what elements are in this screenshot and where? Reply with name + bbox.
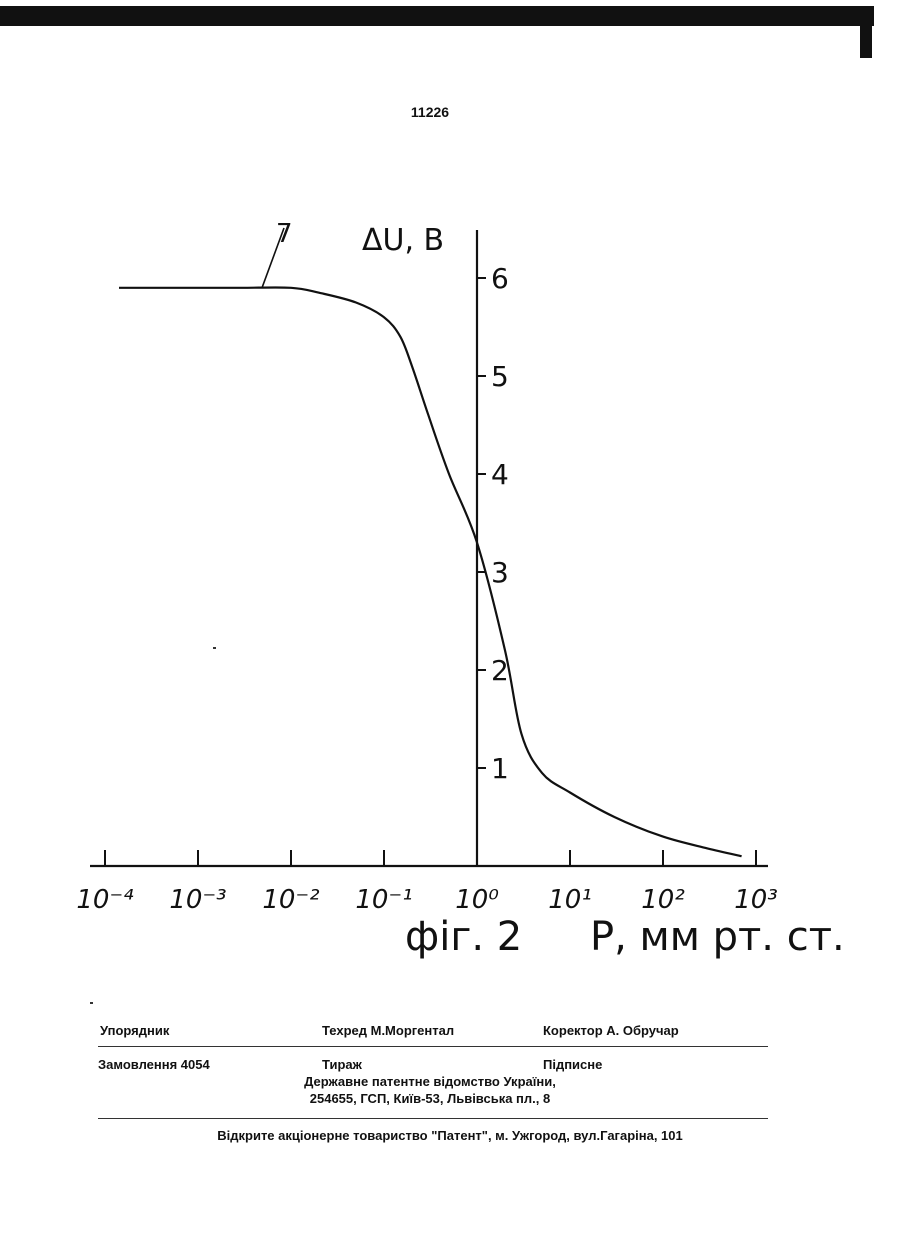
pressure-voltage-chart: 10⁻⁴10⁻³10⁻²10⁻¹10⁰10¹10²10³ 123456 7 ΔU… (0, 190, 900, 970)
corrector: Коректор А. Обручар (543, 1023, 679, 1038)
x-ticks: 10⁻⁴ 10⁻³ 10⁻² 10⁻¹ 10⁰ 10¹ 10² 10³ (76, 850, 777, 915)
y-tick-label: 6 (491, 262, 509, 295)
x-tick-label: 10¹ (548, 885, 592, 915)
y-tick-label: 4 (491, 458, 509, 491)
x-tick-label: 10² (641, 885, 685, 915)
figure-label: фіг. 2 (405, 914, 522, 960)
x-tick-label: 10⁻⁴ (76, 885, 134, 915)
tech-editor: Техред М.Моргентал (322, 1023, 454, 1038)
scan-top-border (0, 6, 874, 26)
curve-label: 7 (276, 219, 293, 249)
y-ticks: 123456 (477, 262, 509, 785)
x-tick-label: 10⁻¹ (355, 885, 412, 915)
series-line-7 (119, 287, 742, 856)
y-tick-label: 5 (491, 360, 509, 393)
divider (98, 1118, 768, 1119)
compiler-label: Упорядник (100, 1023, 169, 1038)
printer-info: Відкрите акціонерне товариство "Патент",… (100, 1128, 800, 1143)
subscription: Підписне (543, 1057, 602, 1072)
y-tick-label: 1 (491, 752, 509, 785)
circulation: Тираж (322, 1057, 362, 1072)
y-tick-label: 3 (491, 556, 509, 589)
x-tick-label: 10³ (734, 885, 778, 915)
chart-axes (90, 230, 768, 866)
x-axis-label: P, мм рт. ст. (590, 914, 845, 960)
scan-speck (90, 1002, 93, 1004)
scan-speck (213, 647, 216, 649)
x-tick-label: 10⁻³ (169, 885, 226, 915)
x-tick-label: 10⁰ (455, 885, 499, 915)
scan-top-corner (860, 20, 872, 58)
divider (98, 1046, 768, 1047)
page-number: 11226 (380, 104, 480, 120)
y-axis-label: ΔU, В (362, 223, 444, 258)
patent-office: Державне патентне відомство України, (230, 1074, 630, 1089)
order-number: Замовлення 4054 (98, 1057, 210, 1072)
patent-office-address: 254655, ГСП, Київ-53, Львівська пл., 8 (230, 1091, 630, 1106)
x-tick-label: 10⁻² (262, 885, 319, 915)
